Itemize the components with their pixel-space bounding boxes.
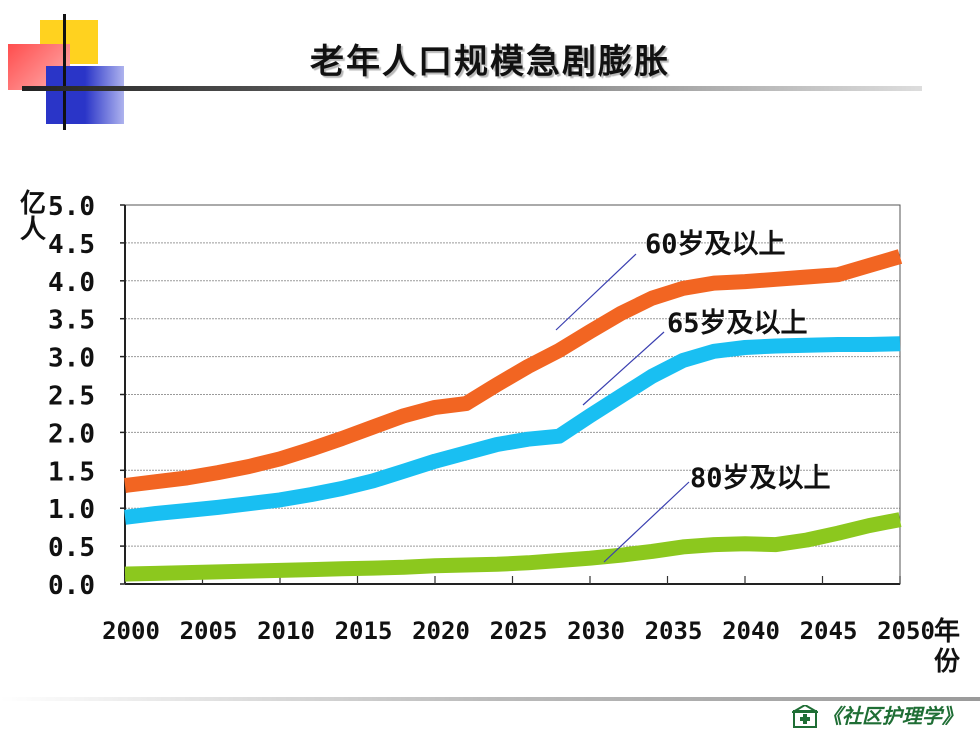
deco-horizontal-rule (22, 86, 922, 91)
axes (120, 204, 901, 585)
x-tick-label: 2020 (412, 617, 470, 645)
deco-blue-square (46, 66, 124, 124)
series-annotation: 80岁及以上 (690, 463, 831, 494)
footer-text: 《社区护理学》 (822, 703, 962, 728)
hospital-icon (789, 703, 821, 729)
x-tick-label: 2015 (335, 617, 393, 645)
x-tick-label: 2005 (180, 617, 238, 645)
series-annotation: 60岁及以上 (645, 229, 786, 260)
x-tick-label: 2000 (102, 617, 160, 645)
leader-line (555, 253, 637, 331)
y-tick-label: 5.0 (48, 192, 95, 222)
series-annotation: 65岁及以上 (667, 308, 808, 339)
x-axis-label-char: 年 (934, 616, 960, 647)
series-annotations: 60岁及以上 65岁及以上 80岁及以上 (555, 229, 831, 563)
x-tick-label: 2035 (645, 617, 703, 645)
series-line-3 (124, 512, 902, 582)
x-tick-label: 2050 (877, 617, 935, 645)
series-line-2 (124, 336, 901, 525)
leader-line (582, 331, 665, 406)
y-axis-label-char: 人 (20, 215, 46, 245)
y-tick-label: 1.0 (48, 495, 95, 525)
y-tick-label: 3.5 (48, 306, 95, 336)
x-tick-label: 2030 (567, 617, 625, 645)
line-chart: 0.0 0.5 1.0 1.5 2.0 2.5 3.0 3.5 4.0 4.5 5.0 2000 200… (20, 189, 960, 677)
y-tick-label: 0.0 (48, 571, 95, 601)
leader-line (603, 481, 690, 563)
series-lines (124, 249, 903, 582)
y-tick-label: 2.5 (48, 382, 95, 412)
y-tick-label: 3.0 (48, 344, 95, 374)
y-tick-label: 2.0 (48, 419, 95, 449)
deco-vertical-line (63, 14, 66, 130)
x-axis-label-char: 份 (934, 647, 960, 677)
x-tick-label: 2045 (800, 617, 858, 645)
footer-rule (0, 697, 980, 701)
y-tick-label: 4.0 (48, 268, 95, 298)
x-tick-label: 2040 (722, 617, 780, 645)
x-tick-label: 2025 (490, 617, 548, 645)
tick-labels: 0.0 0.5 1.0 1.5 2.0 2.5 3.0 3.5 4.0 4.5 5.0 2000 200… (20, 189, 960, 677)
x-tick-label: 2010 (257, 617, 315, 645)
y-tick-label: 4.5 (48, 230, 95, 260)
y-axis-label-char: 亿 (20, 189, 46, 219)
y-tick-label: 1.5 (48, 457, 95, 487)
slide-title: 老年人口规模急剧膨胀 (310, 42, 670, 82)
footer-brand: 《社区护理学》 (789, 700, 962, 730)
y-tick-label: 0.5 (48, 533, 95, 563)
series-line-1 (124, 249, 903, 493)
